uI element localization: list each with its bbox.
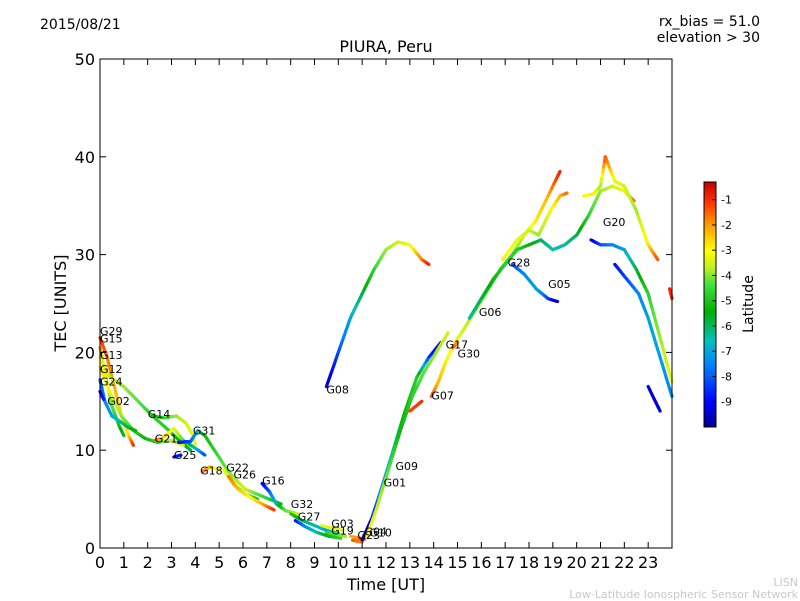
satellite-label: G28 — [508, 256, 531, 269]
colorbar-tick-label: -9 — [721, 396, 732, 409]
x-tick-label: 19 — [543, 553, 563, 572]
satellite-label: G19 — [331, 524, 354, 537]
satellite-label: G30 — [458, 347, 481, 360]
x-tick-label: 6 — [238, 553, 248, 572]
x-tick-label: 7 — [262, 553, 272, 572]
series-segment — [279, 503, 281, 504]
y-tick-label: 30 — [75, 246, 95, 265]
footer-network: Low-Latitude Ionospheric Sensor Network — [569, 588, 798, 601]
y-tick-label: 20 — [75, 343, 95, 362]
x-tick-label: 16 — [471, 553, 491, 572]
satellite-label: G31 — [193, 425, 216, 438]
satellite-label: G25 — [174, 449, 197, 462]
series-segment — [103, 398, 104, 399]
colorbar — [704, 182, 716, 427]
x-tick-label: 15 — [447, 553, 467, 572]
colorbar-tick-label: -6 — [721, 320, 732, 333]
x-tick-label: 9 — [309, 553, 319, 572]
x-tick-label: 21 — [590, 553, 610, 572]
series-22 — [367, 333, 448, 537]
colorbar-tick-label: -8 — [721, 370, 732, 383]
satellite-label: G21 — [155, 432, 178, 445]
series-segment — [272, 509, 274, 510]
series-segment — [203, 454, 205, 455]
x-tick-label: 11 — [352, 553, 372, 572]
series-23 — [326, 242, 429, 387]
colorbar-tick-label: -3 — [721, 244, 732, 257]
series-30 — [584, 157, 658, 260]
x-tick-label: 4 — [190, 553, 200, 572]
colorbar-tick-label: -4 — [721, 269, 732, 282]
satellite-label: G26 — [234, 469, 257, 482]
satellite-label: G16 — [262, 474, 285, 487]
y-tick-label: 40 — [75, 148, 95, 167]
series-24 — [431, 172, 560, 397]
satellite-label: G24 — [100, 376, 123, 389]
colorbar-label: Latitude — [741, 275, 757, 333]
series-segment — [566, 193, 567, 194]
x-tick-label: 10 — [328, 553, 348, 572]
colorbar-tick-label: -1 — [721, 194, 732, 207]
series-segment — [133, 444, 134, 446]
satellite-label: G18 — [200, 465, 223, 478]
series-segment — [181, 445, 183, 446]
x-tick-label: 3 — [166, 553, 176, 572]
satellite-label: G05 — [548, 278, 571, 291]
y-tick-label: 10 — [75, 441, 95, 460]
series-segment — [656, 257, 658, 260]
satellite-label: G20 — [603, 216, 626, 229]
series-21 — [362, 343, 441, 541]
x-tick-label: 23 — [638, 553, 658, 572]
x-tick-label: 1 — [119, 553, 129, 572]
x-tick-label: 2 — [143, 553, 153, 572]
series-segment — [123, 434, 124, 436]
x-axis-label: Time [UT] — [346, 575, 425, 594]
colorbar-tick-label: -2 — [721, 219, 732, 232]
satellite-label: G08 — [326, 384, 349, 397]
satellite-label: G27 — [298, 511, 321, 524]
colorbar-tick-label: -7 — [721, 345, 732, 358]
x-tick-label: 0 — [95, 553, 105, 572]
x-tick-label: 22 — [614, 553, 634, 572]
x-tick-label: 12 — [376, 553, 396, 572]
y-axis-ticks: 0 10 20 30 40 50 — [75, 50, 672, 558]
y-tick-label: 50 — [75, 50, 95, 69]
x-tick-label: 17 — [495, 553, 515, 572]
y-tick-label: 0 — [85, 539, 95, 558]
satellite-label: G10 — [369, 526, 392, 539]
series-segment — [420, 401, 422, 403]
x-tick-label: 14 — [423, 553, 443, 572]
satellite-label: G02 — [107, 395, 130, 408]
satellite-label: G32 — [291, 498, 314, 511]
series-segment — [658, 407, 660, 411]
series-segment — [428, 264, 429, 265]
x-tick-label: 13 — [400, 553, 420, 572]
series-33 — [648, 387, 660, 412]
x-tick-label: 8 — [286, 553, 296, 572]
satellite-label: G09 — [396, 460, 419, 473]
x-tick-label: 20 — [566, 553, 586, 572]
satellite-label: G07 — [431, 389, 454, 402]
x-tick-label: 18 — [519, 553, 539, 572]
y-axis-label: TEC [UNITS] — [51, 255, 70, 353]
satellite-label: G06 — [479, 306, 502, 319]
satellite-label: G12 — [100, 363, 123, 376]
satellite-label: G01 — [384, 476, 407, 489]
series-segment — [558, 172, 560, 176]
colorbar-tick-label: -5 — [721, 295, 732, 308]
satellite-label: G14 — [148, 408, 171, 421]
chart-title: PIURA, Peru — [339, 37, 432, 56]
series-segment — [446, 333, 448, 336]
satellite-label: G15 — [100, 333, 123, 346]
satellite-label: G13 — [100, 349, 123, 362]
x-tick-label: 5 — [214, 553, 224, 572]
